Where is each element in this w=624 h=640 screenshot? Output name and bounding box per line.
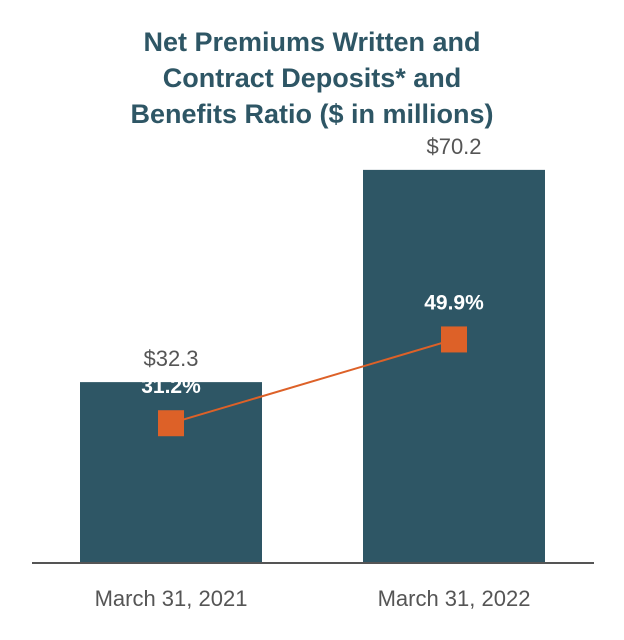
bar-value-label-1: $32.3 xyxy=(143,346,198,371)
ratio-value-label-1: 31.2% xyxy=(141,375,201,398)
ratio-marker-1 xyxy=(158,410,184,437)
chart-title: Net Premiums Written and Contract Deposi… xyxy=(0,24,624,132)
bar-2 xyxy=(363,169,545,563)
chart-title-line-2: Contract Deposits* and xyxy=(162,63,462,93)
x-tick-label-1: March 31, 2021 xyxy=(95,586,248,611)
bar-1 xyxy=(80,382,262,563)
ratio-value-label-2: 49.9% xyxy=(424,291,484,314)
ratio-marker-2 xyxy=(441,326,467,353)
ratio-line xyxy=(170,338,455,425)
x-tick-label-2: March 31, 2022 xyxy=(378,586,531,611)
chart-title-line-1: Net Premiums Written and xyxy=(143,27,481,57)
chart-title-line-3: Benefits Ratio ($ in millions) xyxy=(130,99,494,129)
bar-value-label-2: $70.2 xyxy=(426,134,481,159)
